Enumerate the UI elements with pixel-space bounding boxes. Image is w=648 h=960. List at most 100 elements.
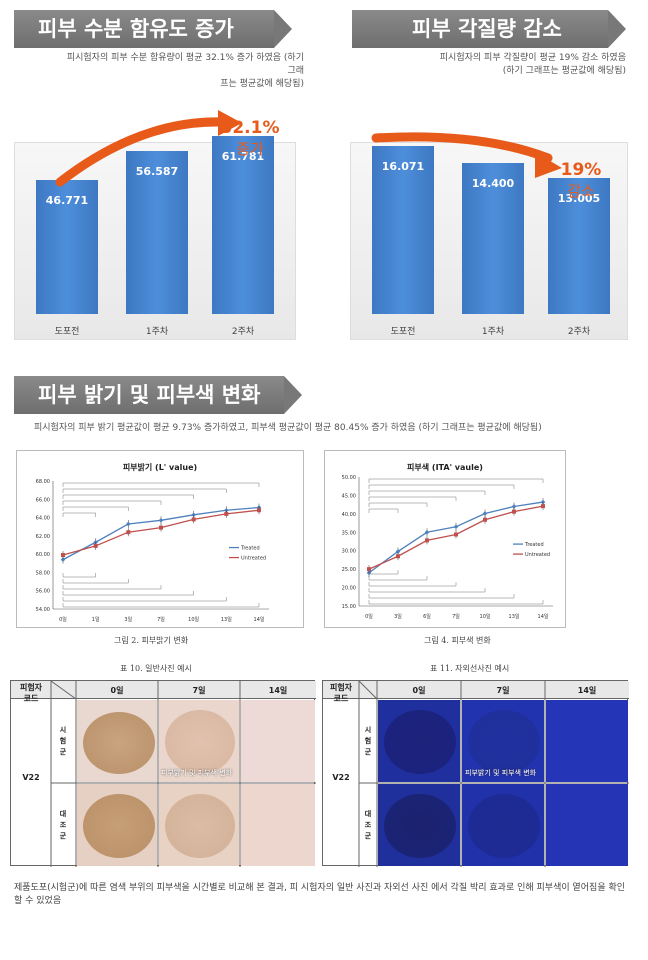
uv-photo-ctrl-7 [462,784,544,866]
series-point [454,532,458,537]
y-tick-label: 56.00 [36,589,50,595]
upper-bracket [368,490,486,495]
uv-hdr-code-label: 코드 [333,694,349,703]
normal-day-7: 7일 [192,686,206,695]
uv-day-0: 0일 [412,686,426,695]
normal-photo-caption: 표 10. 일반사진 예시 [120,664,192,673]
uv-subject-id: V22 [332,773,350,782]
uv-photo-test-7 [462,700,544,782]
y-tick-label: 25.00 [342,567,356,573]
bar-2-0: 16.071 [372,145,434,314]
bar-category-label: 1주차 [481,327,505,337]
normal-day-0: 0일 [110,686,124,695]
y-tick-label: 50.00 [342,475,356,481]
uv-photo-test-14 [546,700,628,782]
series-point [396,554,400,559]
normal-hdr-code-label: 코드 [23,694,39,703]
uv-day-14: 14일 [577,686,597,695]
normal-overlay-text: 피부밝기 및 피부색 변화 [161,769,233,777]
series-point [257,508,261,513]
bar-category-label: 도포전 [390,327,416,337]
uv-photo-caption: 표 11. 자외선사진 예시 [430,664,510,673]
bar-value-label: 13.005 [557,192,601,206]
lower-bracket [62,585,162,590]
keratin-pct: 19% 감소 [546,160,616,201]
uv-day-7: 7일 [496,686,510,695]
normal-hdr-subject: 피험자 코드 [13,682,49,704]
y-tick-label: 15.00 [342,604,356,610]
color-chart-caption: 그림 4. 피부색 변화 [424,636,491,645]
keratin-desc: 피시험자의 피부 각질량이 평균 19% 감소 하였음 (하기 그래프는 평균값… [380,52,626,78]
normal-photo-ctrl-7 [159,784,239,866]
bar-value-label: 16.071 [381,159,425,173]
color-chart-title: 피부색 (ITA' vaule) [407,463,483,472]
lower-bracket [368,570,399,575]
upper-bracket [368,478,544,483]
footer-note: 제품도포(시험군)에 따른 염색 부위의 피부색을 시간별로 비교해 본 결과,… [14,883,626,906]
x-tick-label: 6일 [423,613,431,620]
legend-label: Untreated [241,556,266,562]
uv-hdr-subject: 피험자 코드 [325,682,357,704]
upper-bracket [368,502,428,507]
moisture-pct: 32.1% 증가 [210,118,290,159]
x-tick-label: 14일 [538,613,549,620]
normal-group-test: 시험군 [59,726,67,756]
x-tick-label: 3일 [124,616,132,623]
series-line-0 [62,506,260,561]
bar-category-label: 2주차 [567,327,591,337]
y-tick-label: 60.00 [36,552,50,558]
x-tick-label: 13일 [221,616,232,623]
series-point [224,511,229,516]
y-tick-label: 62.00 [36,534,50,540]
series-point [60,557,66,562]
moisture-desc: 피시험자의 피부 수분 함유량이 평균 32.1% 증가 하였음 (하기 그래 … [64,52,304,91]
uv-photo-table: 피험자 코드 0일 7일 14일 V22 시험군 대조군 피부밝기 및 피부색 … [322,680,629,867]
brightness-chart-caption: 그림 2. 피부밝기 변화 [114,636,189,645]
x-tick-label: 7일 [157,616,165,623]
upper-bracket [368,484,515,489]
moisture-pct-word: 증가 [236,140,264,158]
normal-photo-ctrl-14 [241,784,315,866]
legend-label: Treated [524,542,544,548]
keratin-title: 피부 각질량 감소 [352,10,626,48]
y-tick-label: 45.00 [342,493,356,499]
lower-bracket [62,573,96,578]
series-point [191,517,196,522]
bar-2-1: 14.400 [462,163,524,314]
brightness-desc: 피시험자의 피부 밝기 평균값이 평균 9.73% 증가하였고, 피부색 평균값… [34,423,542,433]
uv-photo-ctrl-0 [378,784,460,866]
keratin-desc-line2: (하기 그래프는 평균값에 해당됨) [502,66,626,76]
upper-bracket [62,494,194,499]
upper-bracket [368,508,399,513]
y-tick-label: 30.00 [342,549,356,555]
series-point [126,530,131,535]
bar-value-label: 46.771 [45,193,89,207]
brightness-title: 피부 밝기 및 피부색 변화 [14,376,302,414]
normal-grid-lines [50,681,316,867]
moisture-title: 피부 수분 함유도 증가 [14,10,292,48]
x-tick-label: 10일 [480,613,491,620]
bar-category-label: 도포전 [54,327,80,337]
series-point [191,512,196,518]
color-line-chart: 피부색 (ITA' vaule) 15.00 20.00 25.00 30.00 35.… [324,450,566,628]
normal-hdr-subject-label: 피험자 [19,683,43,692]
normal-photo-test-7 [159,700,239,782]
x-tick-label: 1일 [92,616,100,623]
moisture-pct-value: 32.1% [220,118,280,138]
brightness-chart-title: 피부밝기 (L' value) [122,463,198,472]
upper-bracket [62,500,162,505]
upper-bracket [62,488,227,493]
bar-value-label: 14.400 [471,177,515,191]
bar-category-label: 1주차 [145,327,169,337]
keratin-desc-line1: 피시험자의 피부 각질량이 평균 19% 감소 하였음 [439,53,626,63]
lower-bracket [368,576,428,581]
y-tick-label: 35.00 [342,530,356,536]
lower-bracket [62,603,260,608]
series-point [483,517,487,522]
series-point [425,538,429,543]
lower-bracket [62,591,194,596]
keratin-pct-word: 감소 [567,182,595,200]
lower-bracket [368,588,486,593]
bar-1-2: 61.781 [212,136,274,314]
normal-photo-ctrl-0 [77,784,157,866]
